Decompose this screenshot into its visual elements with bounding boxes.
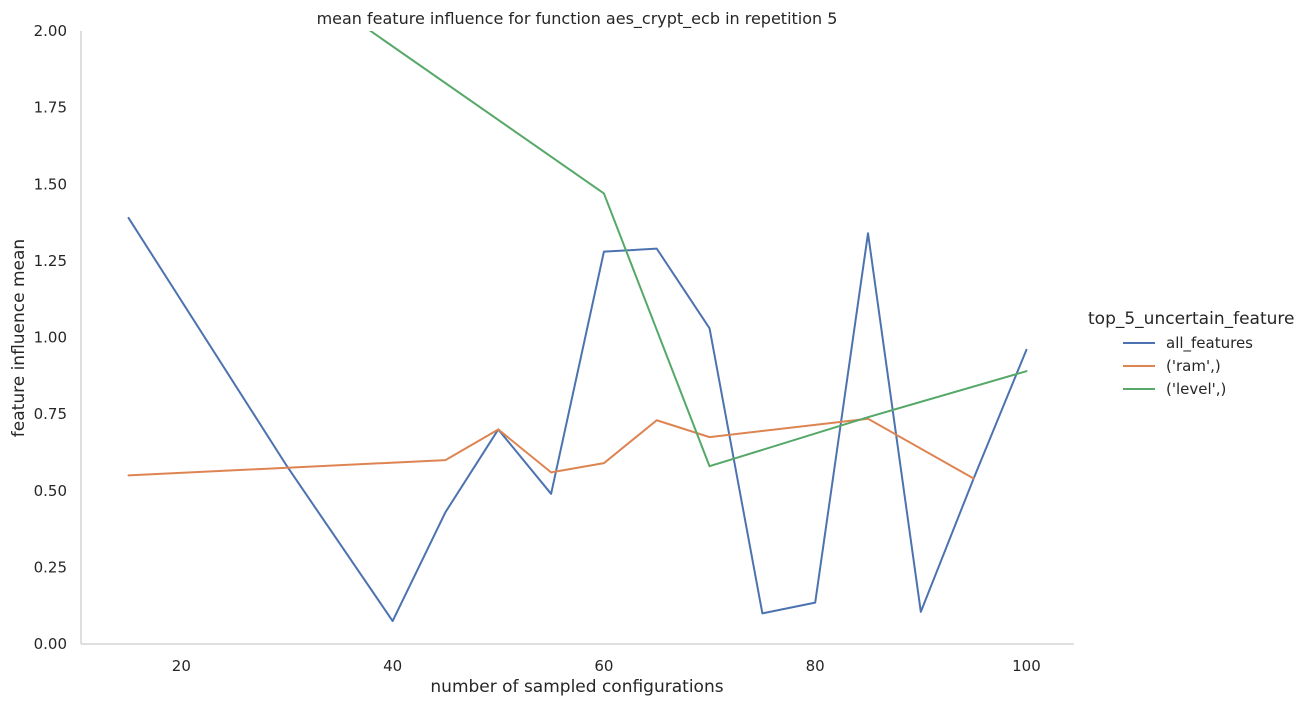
legend-label: ('level',): [1166, 380, 1226, 398]
series-line-1: [127, 417, 975, 480]
legend: top_5_uncertain_feature all_features ('ra…: [1088, 309, 1294, 398]
y-tick-label: 1.00: [34, 329, 67, 347]
y-tick-label: 2.00: [34, 22, 67, 40]
y-tick-label: 1.75: [34, 99, 67, 117]
x-tick-label: 60: [594, 657, 613, 675]
y-tick-label: 0.50: [34, 482, 67, 500]
x-axis-title: number of sampled configurations: [430, 677, 723, 697]
chart-title: mean feature influence for function aes_…: [317, 9, 838, 29]
legend-title: top_5_uncertain_feature: [1088, 309, 1294, 329]
y-tick-label: 0.75: [34, 405, 67, 423]
y-tick-labels: 0.00 0.25 0.50 0.75 1.00 1.25 1.50 1.75 2.00: [34, 22, 67, 653]
x-tick-label: 40: [383, 657, 402, 675]
y-tick-label: 0.00: [34, 635, 67, 653]
series-line-2: [368, 31, 1028, 468]
legend-label: ('ram',): [1166, 357, 1221, 375]
x-tick-label: 20: [172, 657, 191, 675]
y-tick-label: 1.25: [34, 252, 67, 270]
y-tick-label: 1.50: [34, 175, 67, 193]
legend-label: all_features: [1166, 334, 1253, 353]
y-axis-title: feature influence mean: [9, 239, 29, 437]
x-tick-label: 80: [806, 657, 825, 675]
x-tick-labels: 20 40 60 80 100: [172, 657, 1041, 675]
y-tick-label: 0.25: [34, 558, 67, 576]
series-lines: [127, 31, 1028, 623]
x-tick-label: 100: [1012, 657, 1041, 675]
legend-items: all_features ('ram',) ('level',): [1123, 334, 1253, 398]
series-line-0: [127, 216, 1028, 623]
